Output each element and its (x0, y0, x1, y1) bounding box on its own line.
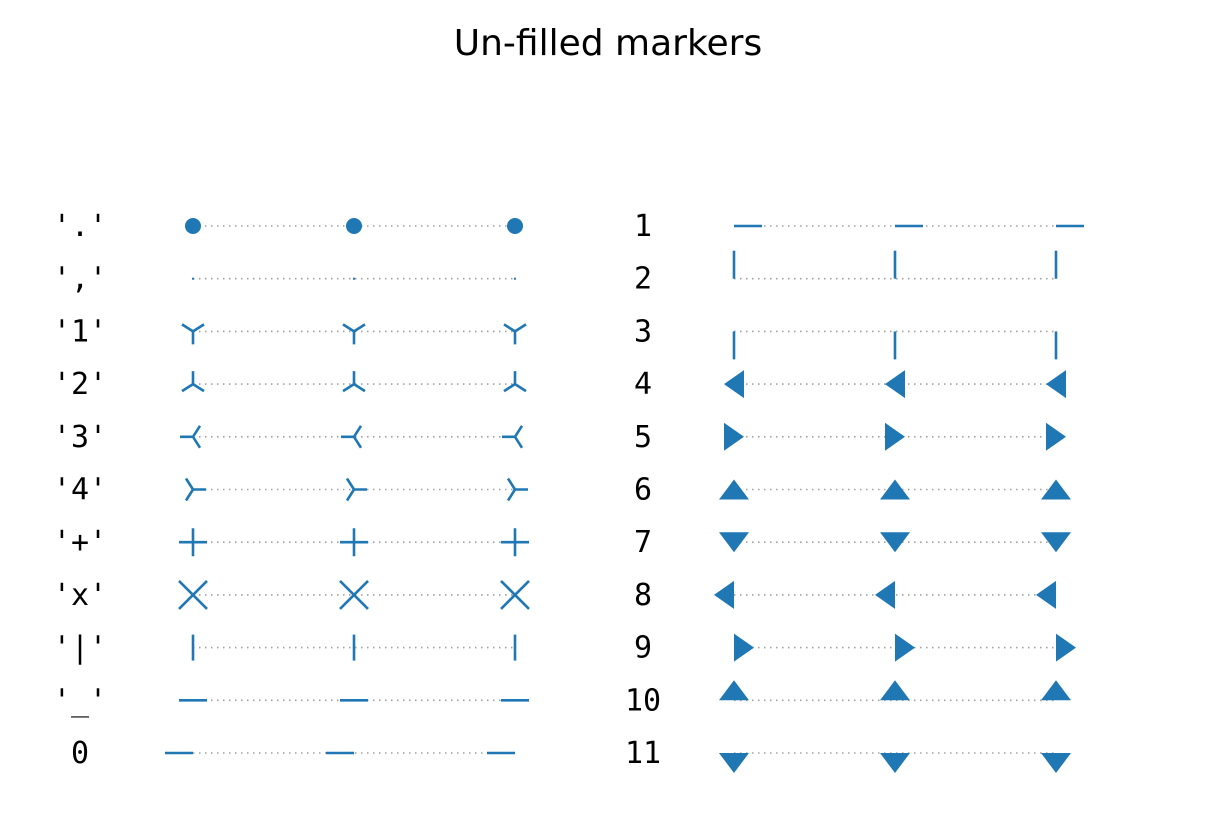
caretup-marker (719, 479, 749, 500)
marker-row-right-10: 11 (625, 736, 1071, 773)
marker-label: '1' (53, 314, 107, 349)
caretdown-marker (719, 532, 749, 553)
marker-row-right-1: 2 (634, 250, 1058, 297)
marker-label: 2 (634, 262, 652, 297)
x-marker (178, 579, 208, 610)
x-marker (500, 579, 530, 610)
tri-left-marker (502, 425, 524, 449)
right-marker-panel: 1 2 3 4 5 6 7 8 9 10 11 (625, 209, 1084, 773)
marker-row-left-3: '2' (53, 367, 527, 402)
marker-row-left-0: '.' (53, 209, 523, 244)
tri-right-marker (184, 477, 206, 502)
marker-row-right-4: 5 (634, 420, 1066, 455)
plus-marker (501, 528, 529, 557)
caretleft-marker (724, 370, 744, 399)
tri-down-marker (342, 323, 366, 345)
tri-down-marker (181, 323, 205, 345)
caretupbase-marker (1041, 680, 1071, 701)
tri-up-marker (342, 371, 366, 393)
marker-row-right-5: 6 (634, 473, 1071, 508)
caretright-marker (724, 422, 744, 451)
caretleftbase-marker (875, 580, 895, 609)
marker-row-left-1: ',' (53, 262, 516, 297)
marker-label: 4 (634, 367, 652, 402)
caretrightbase-marker (895, 633, 915, 662)
caretup-marker (1041, 479, 1071, 500)
marker-label: 10 (625, 683, 661, 718)
marker-label: 3 (634, 314, 652, 349)
marker-row-right-6: 7 (634, 525, 1071, 560)
tri-right-marker (506, 477, 528, 502)
plus-marker (340, 528, 368, 557)
figure-title: Un-filled markers (454, 23, 762, 64)
caretright-marker (885, 422, 905, 451)
point-marker (346, 218, 362, 234)
caretdownbase-marker (880, 753, 910, 773)
marker-row-right-2: 3 (634, 314, 1058, 360)
caretleft-marker (1046, 370, 1066, 399)
tri-down-marker (503, 323, 527, 345)
marker-label: '|' (53, 631, 107, 666)
marker-label: 9 (634, 631, 652, 666)
marker-row-left-7: 'x' (53, 578, 530, 613)
marker-label: 7 (634, 525, 652, 560)
caretleft-marker (885, 370, 905, 399)
caretupbase-marker (880, 680, 910, 701)
caretrightbase-marker (1056, 633, 1076, 662)
marker-row-right-9: 10 (625, 680, 1071, 718)
tri-up-marker (503, 371, 527, 393)
caretup-marker (880, 479, 910, 500)
marker-label: '3' (53, 420, 107, 455)
marker-label: 8 (634, 578, 652, 613)
tri-left-marker (341, 425, 363, 449)
marker-label: '_' (53, 683, 107, 718)
caretrightbase-marker (734, 633, 754, 662)
tri-right-marker (345, 477, 367, 502)
marker-label: '4' (53, 473, 107, 508)
marker-row-right-0: 1 (634, 209, 1084, 244)
marker-row-right-3: 4 (634, 367, 1066, 402)
marker-row-left-2: '1' (53, 314, 527, 349)
tri-left-marker (180, 425, 202, 449)
marker-row-left-9: '_' (53, 683, 529, 718)
pixel-marker (353, 277, 355, 280)
x-marker (339, 579, 369, 610)
marker-row-left-5: '4' (53, 473, 528, 508)
pixel-marker (192, 277, 194, 280)
marker-label: 11 (625, 736, 661, 771)
point-marker (507, 218, 523, 234)
marker-label: 6 (634, 473, 652, 508)
marker-label: 0 (71, 736, 89, 771)
caretright-marker (1046, 422, 1066, 451)
caretdown-marker (880, 532, 910, 553)
caretupbase-marker (719, 680, 749, 701)
marker-row-left-6: '+' (53, 525, 529, 560)
marker-label: ',' (53, 262, 107, 297)
marker-row-left-10: 0 (71, 736, 515, 771)
caretleftbase-marker (1036, 580, 1056, 609)
marker-row-left-8: '|' (53, 631, 517, 666)
marker-label: '2' (53, 367, 107, 402)
caretdownbase-marker (719, 753, 749, 773)
caretdown-marker (1041, 532, 1071, 553)
marker-label: '.' (53, 209, 107, 244)
marker-label: 'x' (53, 578, 107, 613)
plus-marker (179, 528, 207, 557)
marker-row-left-4: '3' (53, 420, 524, 455)
tri-up-marker (181, 371, 205, 393)
point-marker (185, 218, 201, 234)
marker-row-right-8: 9 (634, 631, 1076, 666)
marker-label: 5 (634, 420, 652, 455)
caretdownbase-marker (1041, 753, 1071, 773)
caretleftbase-marker (714, 580, 734, 609)
marker-label: '+' (53, 525, 107, 560)
marker-label: 1 (634, 209, 652, 244)
marker-row-right-7: 8 (634, 578, 1056, 613)
pixel-marker (514, 277, 516, 280)
left-marker-panel: '.' ',' '1' '2' '3' '4' '+' 'x' '|' '_' 0 (53, 209, 530, 771)
